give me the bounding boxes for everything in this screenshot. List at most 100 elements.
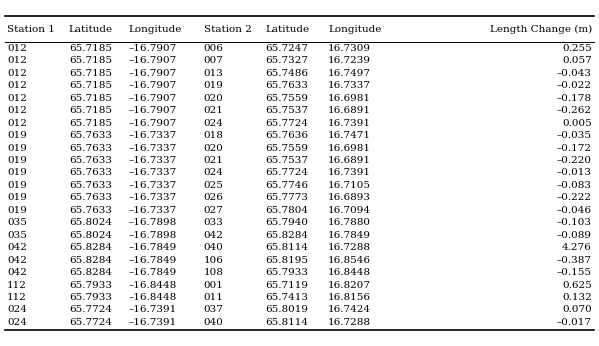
Text: 012: 012 (7, 69, 27, 78)
Text: 65.7724: 65.7724 (69, 306, 112, 315)
Text: –16.7907: –16.7907 (129, 56, 177, 65)
Text: 012: 012 (7, 81, 27, 90)
Text: 024: 024 (204, 119, 223, 128)
Text: 006: 006 (204, 44, 223, 53)
Text: –16.7907: –16.7907 (129, 81, 177, 90)
Text: 65.7185: 65.7185 (69, 44, 112, 53)
Text: –0.046: –0.046 (557, 206, 592, 215)
Text: 65.7933: 65.7933 (69, 281, 112, 290)
Text: –16.8448: –16.8448 (129, 281, 177, 290)
Text: –16.7391: –16.7391 (129, 318, 177, 327)
Text: 026: 026 (204, 193, 223, 202)
Text: 65.8024: 65.8024 (69, 218, 112, 227)
Text: 019: 019 (7, 144, 27, 153)
Text: 024: 024 (204, 169, 223, 177)
Text: 012: 012 (7, 119, 27, 128)
Text: –16.7907: –16.7907 (129, 106, 177, 115)
Text: 65.7185: 65.7185 (69, 119, 112, 128)
Text: 65.7537: 65.7537 (265, 106, 308, 115)
Text: 019: 019 (7, 156, 27, 165)
Text: 025: 025 (204, 181, 223, 190)
Text: Longitude: Longitude (129, 25, 182, 34)
Text: 019: 019 (7, 193, 27, 202)
Text: 65.7247: 65.7247 (265, 44, 308, 53)
Text: 65.7633: 65.7633 (69, 193, 112, 202)
Text: 65.7633: 65.7633 (69, 169, 112, 177)
Text: 0.005: 0.005 (562, 119, 592, 128)
Text: –16.7907: –16.7907 (129, 44, 177, 53)
Text: Station 2: Station 2 (204, 25, 252, 34)
Text: 16.7424: 16.7424 (328, 306, 371, 315)
Text: Latitude: Latitude (265, 25, 310, 34)
Text: 042: 042 (7, 268, 27, 277)
Text: 65.7724: 65.7724 (265, 169, 308, 177)
Text: Length Change (m): Length Change (m) (489, 25, 592, 34)
Text: 042: 042 (7, 256, 27, 265)
Text: 112: 112 (7, 281, 27, 290)
Text: 16.8448: 16.8448 (328, 268, 371, 277)
Text: –16.7849: –16.7849 (129, 268, 177, 277)
Text: 65.7185: 65.7185 (69, 106, 112, 115)
Text: 65.7633: 65.7633 (69, 181, 112, 190)
Text: Station 1: Station 1 (7, 25, 55, 34)
Text: 16.7849: 16.7849 (328, 231, 371, 240)
Text: 65.7185: 65.7185 (69, 81, 112, 90)
Text: 65.7559: 65.7559 (265, 94, 308, 103)
Text: 16.6981: 16.6981 (328, 144, 371, 153)
Text: 4.276: 4.276 (562, 243, 592, 252)
Text: 65.7724: 65.7724 (69, 318, 112, 327)
Text: 65.7537: 65.7537 (265, 156, 308, 165)
Text: 65.7933: 65.7933 (69, 293, 112, 302)
Text: 012: 012 (7, 94, 27, 103)
Text: 65.7636: 65.7636 (265, 131, 308, 140)
Text: 019: 019 (204, 81, 223, 90)
Text: 16.7239: 16.7239 (328, 56, 371, 65)
Text: 16.7288: 16.7288 (328, 243, 371, 252)
Text: 024: 024 (7, 318, 27, 327)
Text: –0.043: –0.043 (557, 69, 592, 78)
Text: –0.155: –0.155 (557, 268, 592, 277)
Text: 112: 112 (7, 293, 27, 302)
Text: 16.8546: 16.8546 (328, 256, 371, 265)
Text: 0.132: 0.132 (562, 293, 592, 302)
Text: 035: 035 (7, 218, 27, 227)
Text: 042: 042 (7, 243, 27, 252)
Text: 65.7773: 65.7773 (265, 193, 308, 202)
Text: –0.220: –0.220 (557, 156, 592, 165)
Text: 042: 042 (204, 231, 223, 240)
Text: 65.8284: 65.8284 (69, 268, 112, 277)
Text: 013: 013 (204, 69, 223, 78)
Text: 65.8114: 65.8114 (265, 243, 308, 252)
Text: 001: 001 (204, 281, 223, 290)
Text: 16.6891: 16.6891 (328, 106, 371, 115)
Text: 16.6893: 16.6893 (328, 193, 371, 202)
Text: –16.7907: –16.7907 (129, 69, 177, 78)
Text: 65.7933: 65.7933 (265, 268, 308, 277)
Text: 037: 037 (204, 306, 223, 315)
Text: 012: 012 (7, 106, 27, 115)
Text: 0.070: 0.070 (562, 306, 592, 315)
Text: 65.7185: 65.7185 (69, 94, 112, 103)
Text: 019: 019 (7, 181, 27, 190)
Text: 035: 035 (7, 231, 27, 240)
Text: –16.7337: –16.7337 (129, 144, 177, 153)
Text: –0.022: –0.022 (557, 81, 592, 90)
Text: 65.7486: 65.7486 (265, 69, 308, 78)
Text: 0.255: 0.255 (562, 44, 592, 53)
Text: 65.8284: 65.8284 (265, 231, 308, 240)
Text: 019: 019 (7, 169, 27, 177)
Text: 16.7471: 16.7471 (328, 131, 371, 140)
Text: –16.7849: –16.7849 (129, 243, 177, 252)
Text: –16.7337: –16.7337 (129, 169, 177, 177)
Text: 65.7940: 65.7940 (265, 218, 308, 227)
Text: –0.013: –0.013 (557, 169, 592, 177)
Text: 65.8195: 65.8195 (265, 256, 308, 265)
Text: 65.8114: 65.8114 (265, 318, 308, 327)
Text: 16.7391: 16.7391 (328, 169, 371, 177)
Text: 0.057: 0.057 (562, 56, 592, 65)
Text: –16.7337: –16.7337 (129, 131, 177, 140)
Text: 16.8156: 16.8156 (328, 293, 371, 302)
Text: 16.6981: 16.6981 (328, 94, 371, 103)
Text: 012: 012 (7, 56, 27, 65)
Text: 16.6891: 16.6891 (328, 156, 371, 165)
